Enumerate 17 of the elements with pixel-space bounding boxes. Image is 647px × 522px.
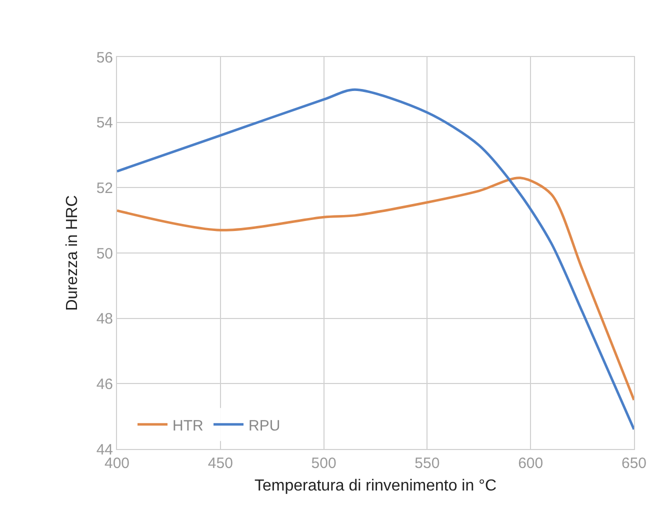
line-series — [117, 88, 634, 431]
y-tick-label: 54 — [96, 114, 113, 132]
y-tick-label: 52 — [96, 180, 113, 197]
y-tick-label: 48 — [96, 310, 113, 328]
x-tick-label: 500 — [311, 455, 336, 472]
y-tick-label: 56 — [96, 49, 113, 66]
y-tick-label: 50 — [96, 245, 113, 262]
x-tick-label: 600 — [518, 455, 544, 472]
x-tick-label: 450 — [208, 455, 233, 472]
legend-label: HTR — [172, 417, 204, 434]
x-axis-title: Temperatura di rinvenimento in °C — [254, 478, 497, 495]
y-axis-title: Durezza in HRC — [64, 195, 82, 311]
x-tick-label: 550 — [414, 455, 440, 472]
x-tick-label: 650 — [621, 455, 647, 472]
line-series — [117, 176, 634, 402]
y-tick-label: 46 — [96, 376, 113, 393]
legend-label: RPU — [248, 417, 280, 434]
